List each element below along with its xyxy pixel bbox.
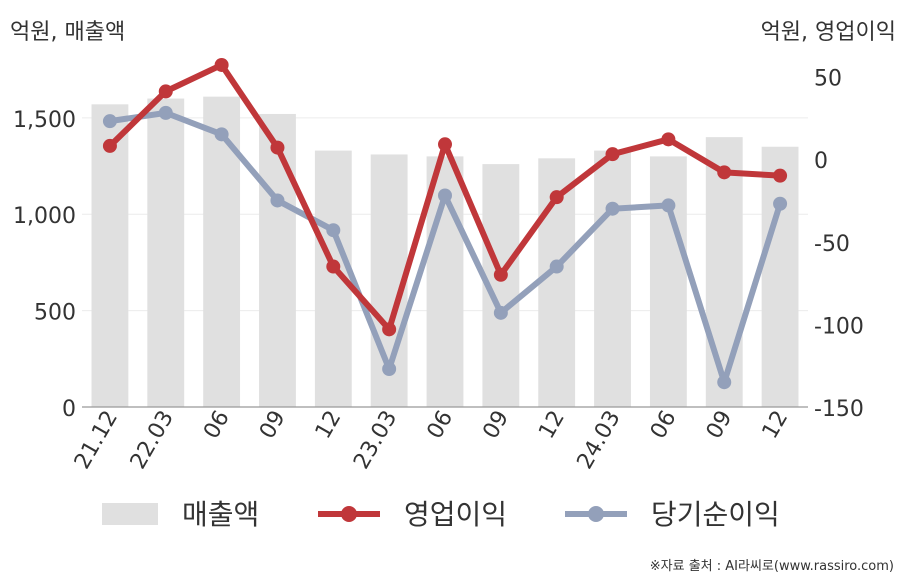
x-tick-label: 06 [199,407,235,444]
point-영업이익-22.03 [158,84,173,99]
point-당기순이익-22.03 [158,105,173,120]
bar-06 [649,156,687,407]
right-tick-label: 50 [814,67,842,92]
x-tick-label: 06 [646,407,682,444]
point-당기순이익-09 [717,375,732,390]
legend-label-당기순이익: 당기순이익 [651,498,780,531]
point-당기순이익-12 [773,196,788,211]
x-tick-label: 12 [758,407,794,444]
point-당기순이익-21.12 [102,114,117,129]
point-영업이익-24.03 [605,147,620,162]
point-당기순이익-06 [661,198,676,213]
legend-label-매출액: 매출액 [182,498,259,531]
right-tick-label: -100 [814,314,864,339]
point-영업이익-09 [717,165,732,180]
bar-09 [705,137,743,407]
x-tick-label: 09 [255,407,291,444]
point-영업이익-06 [214,57,229,72]
x-tick-label: 09 [478,407,514,444]
legend-label-영업이익: 영업이익 [404,498,507,531]
x-tick-label: 12 [534,407,570,444]
bar-06 [203,96,241,407]
point-당기순이익-06 [438,188,452,203]
point-영업이익-23.03 [382,322,397,337]
bar-21.12 [91,104,129,407]
point-당기순이익-23.03 [382,361,397,376]
legend-swatch-매출액 [102,503,158,525]
source-note: ※자료 출처 : AI라씨로(www.rassiro.com) [649,559,894,574]
legend-marker-영업이익 [341,506,357,522]
x-tick-label: 12 [311,407,347,444]
point-당기순이익-06 [214,127,229,142]
point-영업이익-09 [493,267,508,282]
x-tick-label: 24.03 [573,407,626,474]
point-당기순이익-12 [549,259,564,274]
right-tick-label: -150 [814,397,864,422]
bar-12 [761,146,799,407]
x-tick-label: 23.03 [349,407,402,474]
point-당기순이익-24.03 [605,201,620,216]
right-tick-label: -50 [814,232,850,257]
point-당기순이익-12 [326,223,341,238]
point-영업이익-12 [326,259,341,274]
point-당기순이익-09 [270,193,285,208]
x-tick-label: 22.03 [126,407,179,474]
point-당기순이익-09 [493,305,508,320]
left-axis-title: 억원, 매출액 [10,20,126,45]
point-영업이익-12 [773,168,788,183]
left-tick-label: 500 [34,301,76,326]
x-tick-label: 09 [702,407,738,444]
point-영업이익-12 [549,190,564,205]
right-tick-label: 0 [814,149,828,174]
bar-09 [259,113,296,407]
x-tick-label: 06 [423,407,459,444]
left-tick-label: 0 [62,397,76,422]
bar-22.03 [147,98,185,408]
point-영업이익-21.12 [102,138,117,153]
left-tick-label: 1,500 [13,108,76,133]
legend-marker-당기순이익 [588,506,604,522]
left-tick-label: 1,000 [13,204,76,229]
x-tick-label: 21.12 [70,407,123,474]
bar-24.03 [594,150,631,407]
point-영업이익-06 [661,132,676,147]
point-영업이익-06 [438,137,452,152]
point-영업이익-09 [270,140,285,155]
right-axis-title: 억원, 영업이익 [760,20,896,45]
